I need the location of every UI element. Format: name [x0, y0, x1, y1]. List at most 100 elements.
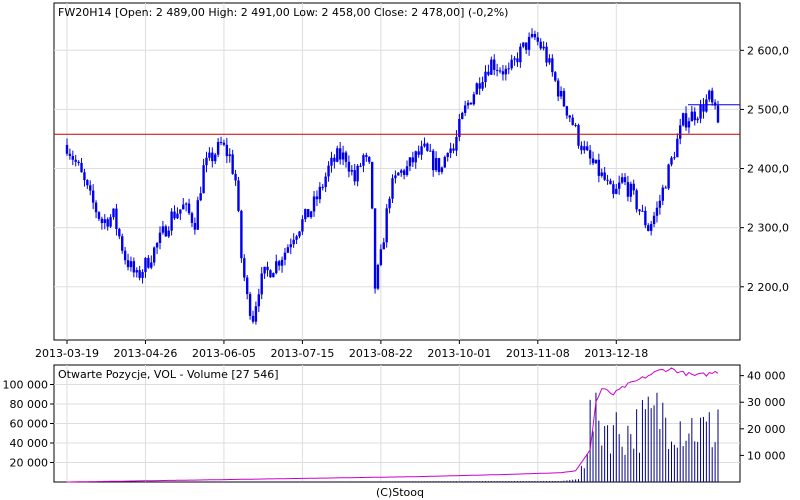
- candle-body: [321, 186, 324, 188]
- candle-body: [507, 68, 510, 70]
- candle-body: [461, 112, 464, 119]
- candle-body: [254, 306, 258, 322]
- candle-body: [260, 273, 263, 295]
- candle-body: [710, 90, 714, 103]
- candle-body: [530, 33, 534, 37]
- candle-body: [121, 236, 124, 251]
- candle-body: [713, 102, 717, 106]
- candle-body: [466, 102, 470, 106]
- candle-body: [187, 203, 191, 214]
- volume-left-tick-label: 20 000: [10, 457, 49, 470]
- candle-body: [327, 165, 330, 177]
- candle-body: [359, 165, 362, 167]
- candle-body: [170, 211, 173, 231]
- candle-body: [129, 261, 133, 268]
- candle-body: [397, 172, 400, 176]
- candle-body: [118, 228, 121, 237]
- candle-body: [333, 157, 336, 162]
- candle-body: [199, 193, 202, 201]
- candle-body: [536, 37, 540, 42]
- candle-body: [301, 219, 304, 232]
- candle-body: [641, 210, 644, 212]
- candle-body: [458, 118, 461, 137]
- candle-body: [405, 166, 409, 175]
- candle-body: [109, 217, 112, 227]
- candle-body: [661, 187, 664, 201]
- candle-body: [318, 186, 322, 200]
- candle-body: [708, 90, 711, 100]
- candle-body: [309, 211, 313, 218]
- candle-body: [522, 42, 525, 47]
- candle-body: [632, 183, 635, 191]
- candle-body: [586, 146, 589, 151]
- price-chart-title: FW20H14 [Open: 2 489,00 High: 2 491,00 L…: [58, 6, 508, 19]
- candle-body: [193, 222, 197, 230]
- candle-body: [370, 161, 374, 209]
- candle-body: [245, 277, 249, 295]
- candle-body: [71, 155, 75, 160]
- candle-body: [173, 211, 176, 219]
- candle-body: [574, 124, 577, 126]
- price-x-tick-label: 2013-06-05: [192, 347, 256, 360]
- candle-body: [667, 164, 670, 189]
- candle-body: [277, 261, 281, 266]
- candle-body: [97, 212, 101, 219]
- candle-body: [240, 210, 243, 259]
- price-x-axis: 2013-03-19 2013-04-26 2013-06-05 2013-07-15…: [35, 340, 648, 360]
- candle-body: [100, 218, 104, 224]
- candle-body: [251, 315, 255, 322]
- candle-body: [501, 71, 505, 75]
- volume-right-tick-label: 30 000: [747, 396, 786, 409]
- candle-body: [234, 173, 237, 181]
- candle-body: [565, 106, 569, 116]
- candle-body: [344, 152, 348, 162]
- candle-body: [594, 159, 598, 164]
- volume-left-axis: 20 000 40 000 60 000 80 000 100 000: [3, 379, 54, 470]
- open-interest-line: [67, 367, 719, 483]
- candle-body: [83, 172, 86, 181]
- candle-body: [690, 111, 694, 122]
- candle-body: [475, 83, 478, 95]
- candle-body: [495, 69, 499, 71]
- candle-body: [533, 33, 537, 38]
- candle-body: [629, 183, 633, 197]
- price-y-tick-label: 2 300,0: [747, 222, 789, 235]
- candle-body: [469, 102, 473, 105]
- candle-body: [617, 182, 621, 189]
- candle-body: [655, 207, 659, 216]
- candle-body: [681, 113, 685, 126]
- candle-body: [269, 270, 272, 278]
- candle-body: [562, 90, 566, 107]
- candle-body: [385, 208, 388, 243]
- candle-body: [388, 198, 391, 209]
- candle-body: [365, 155, 368, 157]
- candle-body: [208, 152, 211, 158]
- candle-body: [394, 175, 397, 179]
- price-x-tick-label: 2013-10-01: [427, 347, 491, 360]
- candle-body: [248, 294, 252, 316]
- candle-body: [362, 155, 365, 166]
- price-chart: 2 200,0 2 300,0 2 400,0 2 500,0 2 600,0 2013…: [35, 2, 789, 360]
- price-y-tick-label: 2 500,0: [747, 103, 789, 116]
- price-x-tick-label: 2013-03-19: [35, 347, 99, 360]
- candle-body: [158, 232, 162, 244]
- price-plot-frame: [53, 2, 741, 341]
- price-x-tick-label: 2013-07-15: [270, 347, 334, 360]
- volume-left-tick-label: 40 000: [10, 437, 49, 450]
- candle-body: [510, 59, 513, 69]
- candle-body: [161, 226, 165, 233]
- candle-body: [580, 145, 583, 151]
- candle-body: [167, 230, 170, 237]
- volume-chart: 20 000 40 000 60 000 80 000 100 000 10 000 20…: [3, 364, 786, 483]
- candle-body: [623, 177, 627, 183]
- candle-body: [135, 270, 138, 273]
- candle-body: [216, 141, 220, 155]
- candle-body: [184, 203, 188, 205]
- candle-body: [411, 157, 415, 163]
- candle-body: [298, 231, 301, 237]
- candle-body: [603, 172, 606, 180]
- volume-chart-title: Otwarte Pozycje, VOL - Volume [27 546]: [58, 368, 279, 381]
- candle-body: [353, 170, 356, 182]
- candle-body: [379, 249, 383, 265]
- candle-body: [696, 118, 699, 121]
